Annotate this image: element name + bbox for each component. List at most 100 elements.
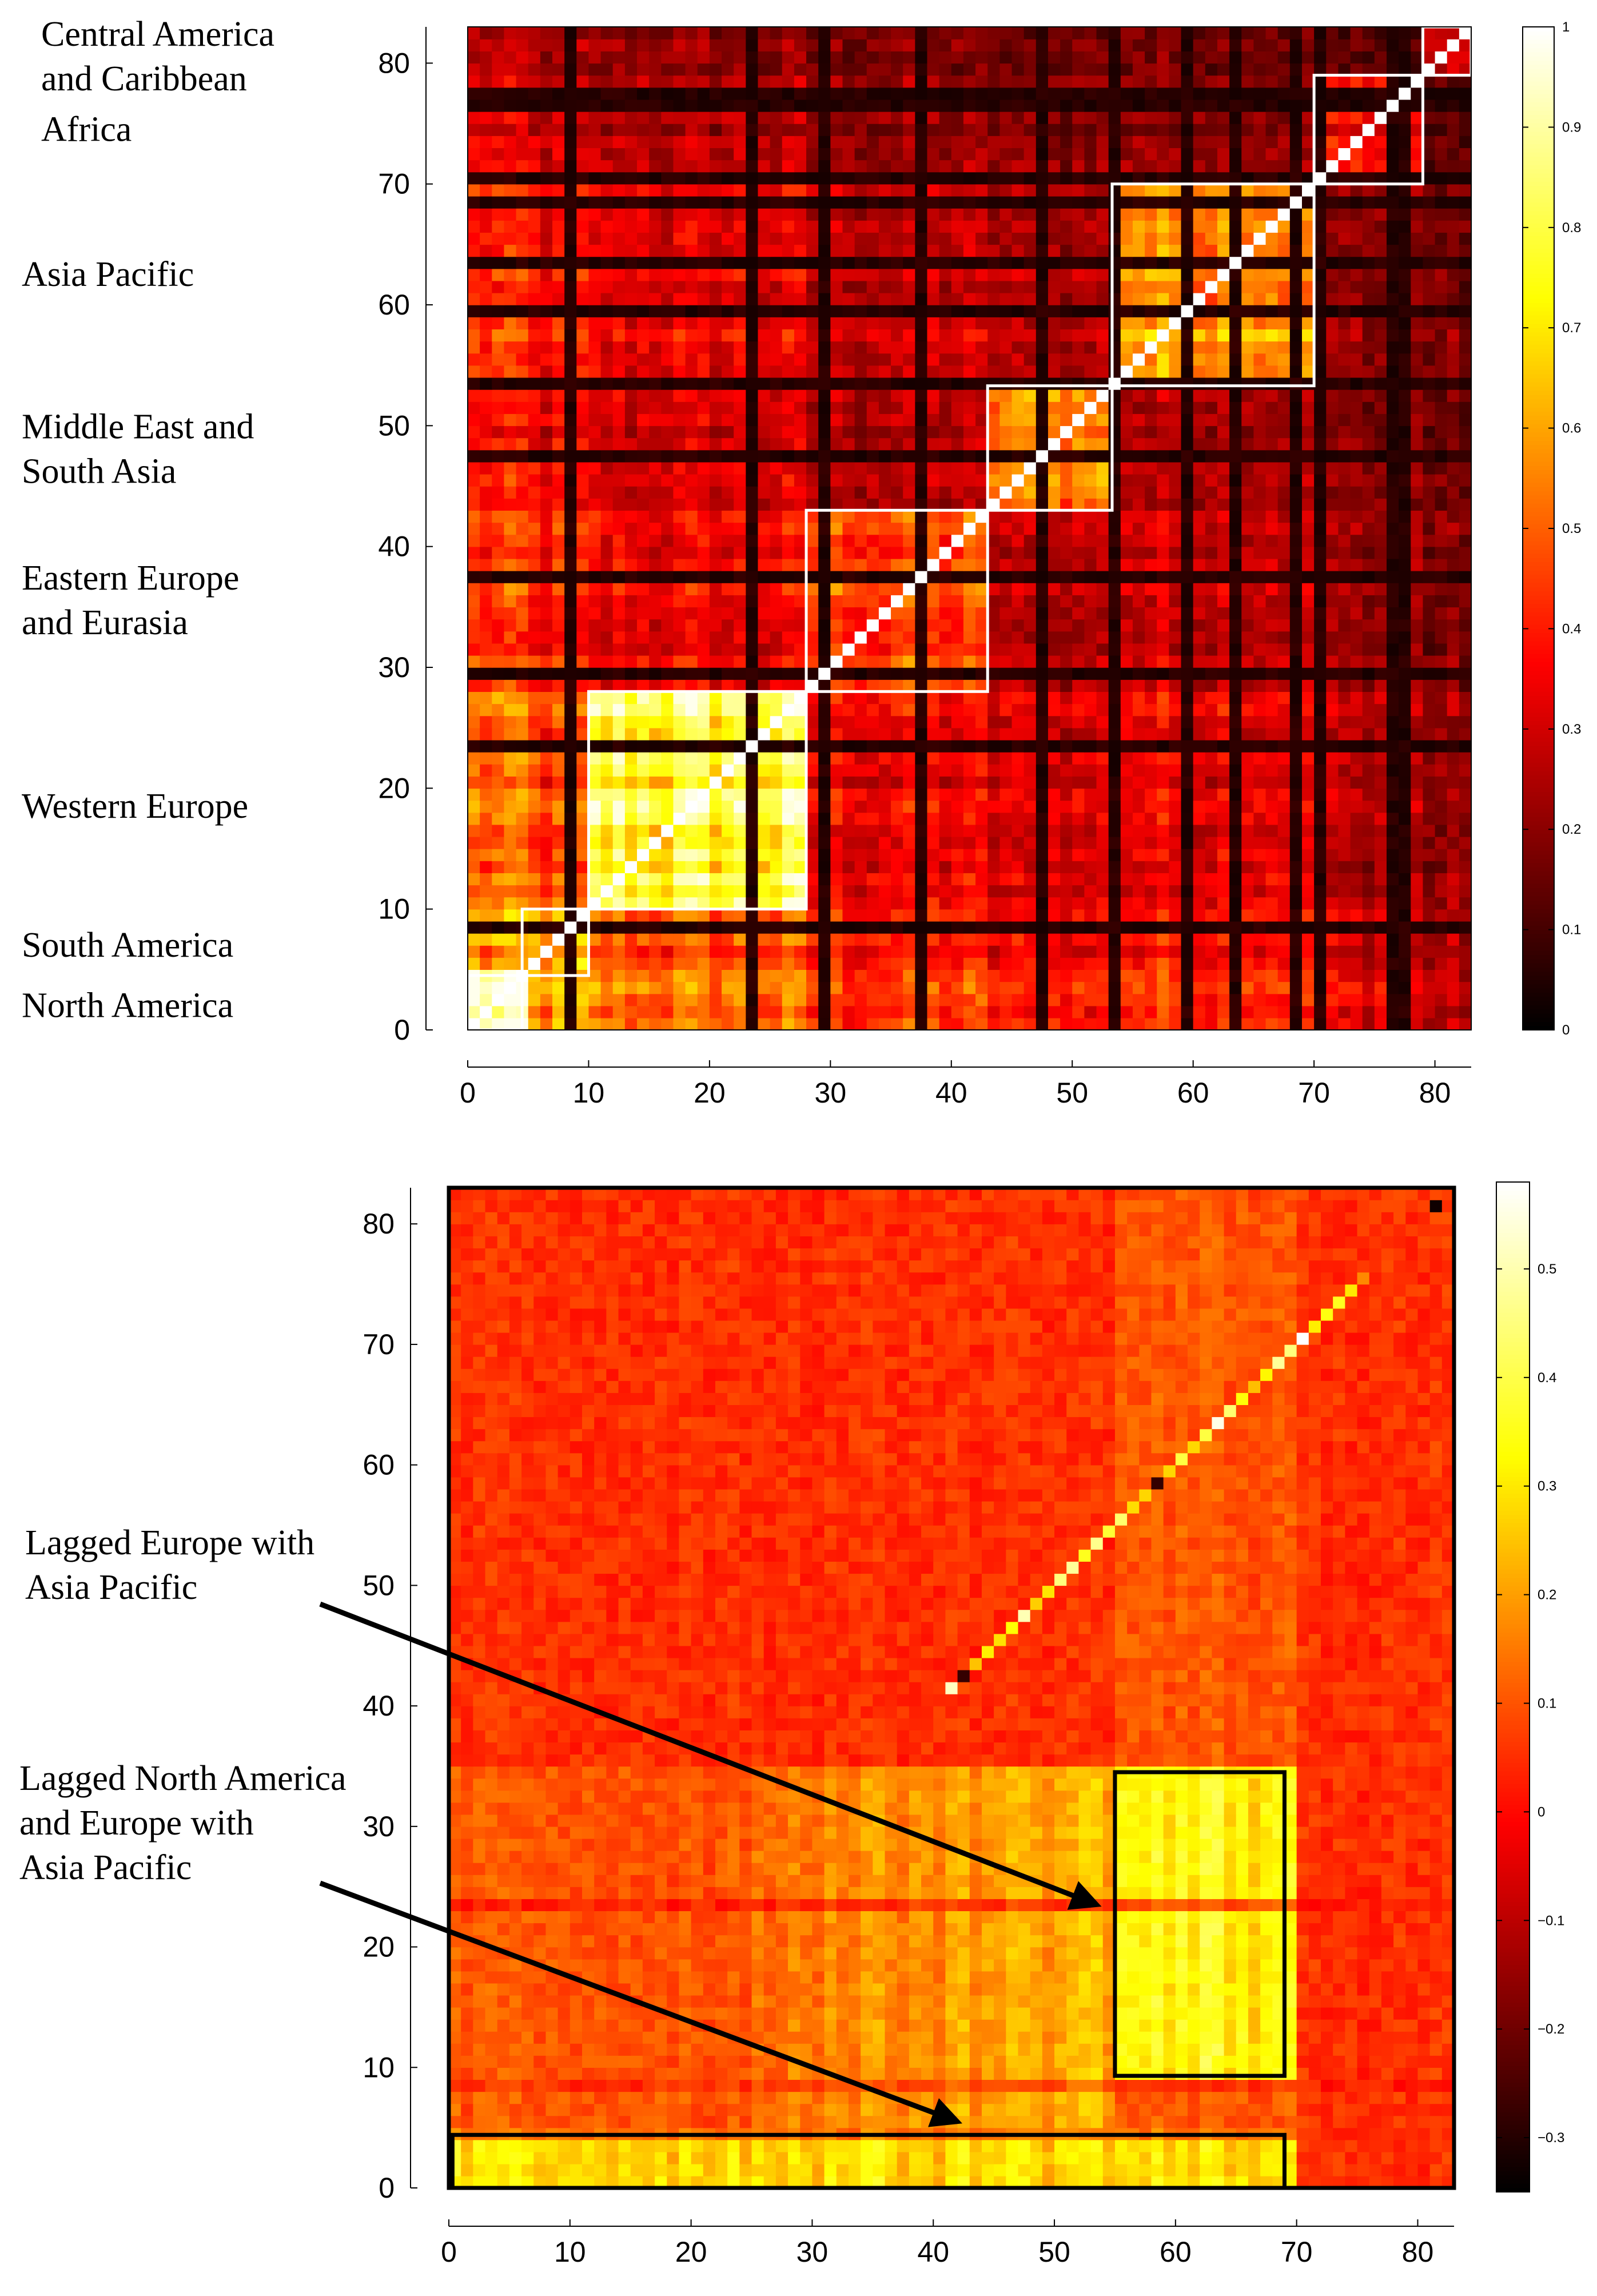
heatmap-cell: [1120, 607, 1133, 620]
heatmap-cell: [951, 365, 964, 378]
heatmap-cell: [1108, 981, 1121, 994]
heatmap-cell: [1277, 631, 1291, 644]
heatmap-cell: [963, 667, 976, 680]
heatmap-cell: [492, 401, 505, 414]
heatmap-cell: [722, 341, 734, 354]
heatmap-cell: [1265, 751, 1279, 765]
heatmap-cell: [661, 631, 674, 644]
heatmap-cell: [1229, 437, 1242, 451]
heatmap-cell: [1205, 583, 1218, 595]
heatmap-cell: [697, 365, 710, 378]
heatmap-cell: [915, 788, 928, 801]
heatmap-cell: [528, 534, 541, 547]
heatmap-cell: [480, 305, 492, 317]
heatmap-cell: [1084, 510, 1097, 523]
heatmap-cell: [854, 643, 867, 656]
heatmap-cell: [1241, 933, 1254, 946]
heatmap-cell: [987, 607, 1001, 620]
heatmap-cell: [963, 473, 976, 487]
heatmap-cell: [927, 365, 940, 378]
heatmap-cell: [1338, 558, 1351, 571]
heatmap-cell: [1399, 715, 1411, 729]
heatmap-cell: [492, 849, 505, 861]
heatmap-cell: [1277, 727, 1291, 741]
heatmap-cell: [975, 836, 988, 849]
heatmap-cell: [1048, 643, 1061, 656]
heatmap-cell: [540, 329, 553, 342]
heatmap-cell: [504, 341, 517, 354]
heatmap-cell: [1023, 993, 1037, 1006]
heatmap-cell: [600, 873, 614, 886]
heatmap-cell: [612, 583, 626, 595]
heatmap-cell: [528, 957, 541, 970]
heatmap-cell: [600, 897, 614, 910]
heatmap-cell: [1277, 909, 1291, 922]
heatmap-cell: [878, 933, 891, 946]
heatmap-cell: [794, 631, 807, 644]
heatmap-cell: [1435, 933, 1448, 946]
heatmap-cell: [1326, 861, 1339, 873]
heatmap-cell: [709, 305, 722, 317]
heatmap-cell: [903, 365, 916, 378]
heatmap-cell: [1241, 401, 1254, 414]
heatmap-cell: [1374, 486, 1387, 499]
heatmap-cell: [685, 897, 698, 910]
heatmap-cell: [1181, 498, 1194, 511]
heatmap-cell: [1060, 389, 1073, 402]
heatmap-cell: [951, 329, 964, 342]
heatmap-cell: [1459, 969, 1472, 982]
heatmap-cell: [1386, 691, 1399, 705]
heatmap-cell: [1145, 643, 1157, 656]
heatmap-cell: [661, 933, 674, 946]
heatmap-cell: [1314, 595, 1327, 608]
heatmap-cell: [516, 788, 529, 801]
heatmap-cell: [1399, 473, 1411, 487]
heatmap-cell: [1072, 1005, 1085, 1018]
heatmap-cell: [600, 473, 614, 487]
heatmap-cell: [1399, 655, 1411, 668]
heatmap-cell: [842, 449, 855, 463]
heatmap-cell: [1048, 486, 1061, 499]
heatmap-cell: [1447, 788, 1460, 801]
heatmap-cell: [1084, 703, 1097, 717]
heatmap-cell: [854, 305, 867, 317]
heatmap-cell: [492, 449, 505, 463]
heatmap-cell: [1023, 739, 1037, 753]
heatmap-cell: [1181, 558, 1194, 571]
heatmap-cell: [878, 800, 891, 813]
heatmap-cell: [649, 1017, 662, 1030]
heatmap-cell: [1084, 921, 1097, 934]
heatmap-cell: [1157, 945, 1170, 958]
heatmap-cell: [1048, 510, 1061, 523]
heatmap-cell: [770, 909, 783, 922]
heatmap-cell: [722, 473, 734, 487]
heatmap-cell: [1447, 498, 1460, 511]
heatmap-cell: [1060, 751, 1073, 765]
heatmap-cell: [1411, 643, 1424, 656]
heatmap-cell: [552, 885, 565, 898]
heatmap-cell: [709, 522, 722, 535]
heatmap-cell: [1326, 921, 1339, 934]
heatmap-cell: [734, 522, 747, 535]
heatmap-cell: [818, 739, 831, 753]
heatmap-cell: [468, 377, 480, 390]
heatmap-cell: [806, 473, 819, 487]
heatmap-cell: [480, 619, 492, 632]
heatmap-cell: [673, 969, 686, 982]
heatmap-cell: [1301, 679, 1315, 692]
heatmap-cell: [612, 377, 626, 390]
heatmap-cell: [1399, 909, 1411, 922]
heatmap-cell: [1060, 909, 1073, 922]
heatmap-cell: [649, 933, 662, 946]
heatmap-cell: [975, 631, 988, 644]
heatmap-cell: [770, 401, 783, 414]
heatmap-cell: [600, 667, 614, 680]
heatmap-cell: [818, 836, 831, 849]
heatmap-cell: [770, 945, 783, 958]
heatmap-cell: [854, 1017, 867, 1030]
heatmap-cell: [1193, 546, 1206, 559]
heatmap-cell: [1253, 824, 1267, 837]
heatmap-cell: [1326, 885, 1339, 898]
heatmap-cell: [468, 486, 480, 499]
heatmap-cell: [951, 389, 964, 402]
